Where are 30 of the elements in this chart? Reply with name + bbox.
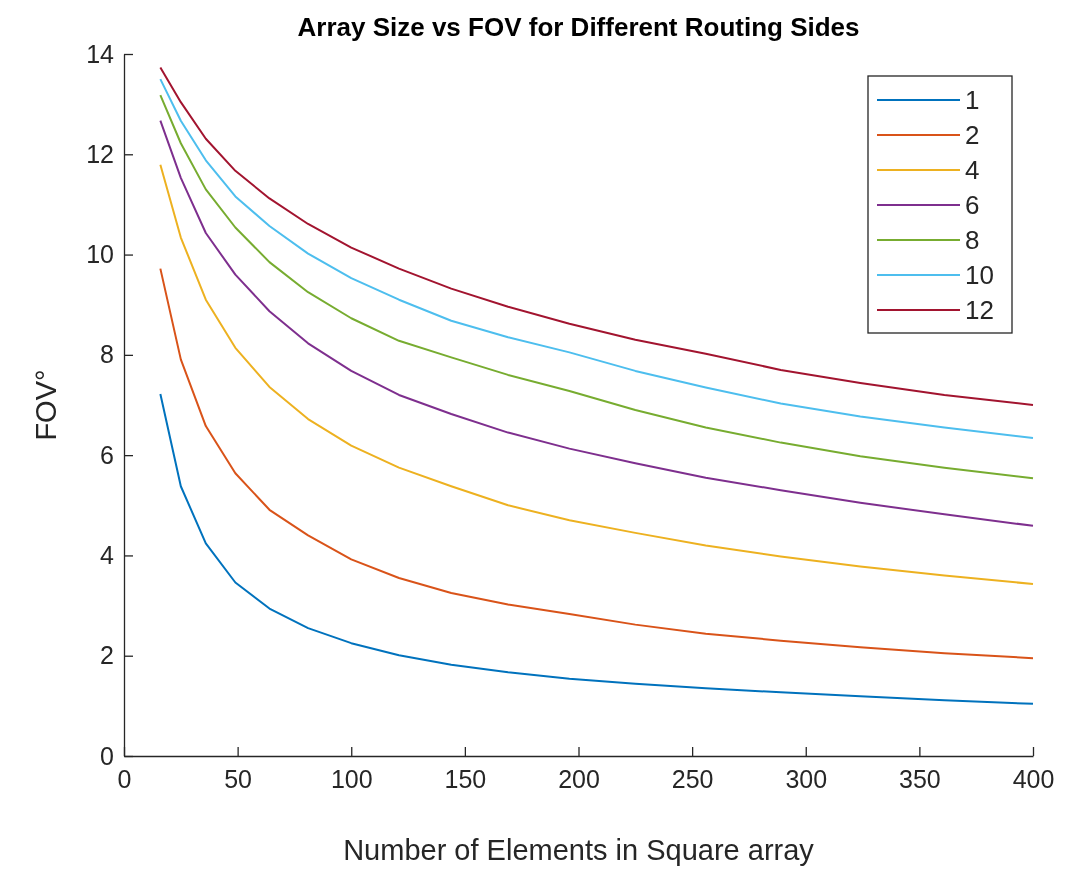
legend-label: 4 <box>965 155 980 185</box>
y-tick-label: 4 <box>100 540 115 569</box>
legend-label: 1 <box>965 85 980 115</box>
y-tick-label: 10 <box>86 240 114 269</box>
legend-label: 2 <box>965 120 980 150</box>
x-tick-label: 200 <box>558 764 600 793</box>
x-tick-label: 400 <box>1012 764 1055 793</box>
line-series <box>159 392 1034 705</box>
x-tick-label: 250 <box>671 764 714 793</box>
legend-label: 8 <box>965 225 980 255</box>
line-series <box>159 163 1034 586</box>
y-tick-label: 14 <box>86 39 115 68</box>
x-tick-label: 50 <box>224 764 253 793</box>
line-series <box>159 119 1034 527</box>
y-axis-title: FOV° <box>30 369 62 441</box>
legend-label: 10 <box>965 260 994 290</box>
y-tick-label: 12 <box>86 139 114 168</box>
x-axis-title: Number of Elements in Square array <box>343 834 815 866</box>
y-tick-label: 8 <box>100 340 114 369</box>
line-series <box>159 267 1034 660</box>
y-tick-label: 6 <box>100 440 114 469</box>
y-tick-label: 2 <box>100 641 114 670</box>
chart-title: Array Size vs FOV for Different Routing Sides <box>297 12 860 42</box>
x-tick-label: 300 <box>785 764 828 793</box>
x-tick-label: 350 <box>899 764 941 793</box>
x-tick-label: 150 <box>444 764 487 793</box>
legend-label: 12 <box>965 295 994 325</box>
y-tick-label: 0 <box>100 741 114 770</box>
x-tick-label: 100 <box>330 764 373 793</box>
legend-label: 6 <box>965 190 980 220</box>
